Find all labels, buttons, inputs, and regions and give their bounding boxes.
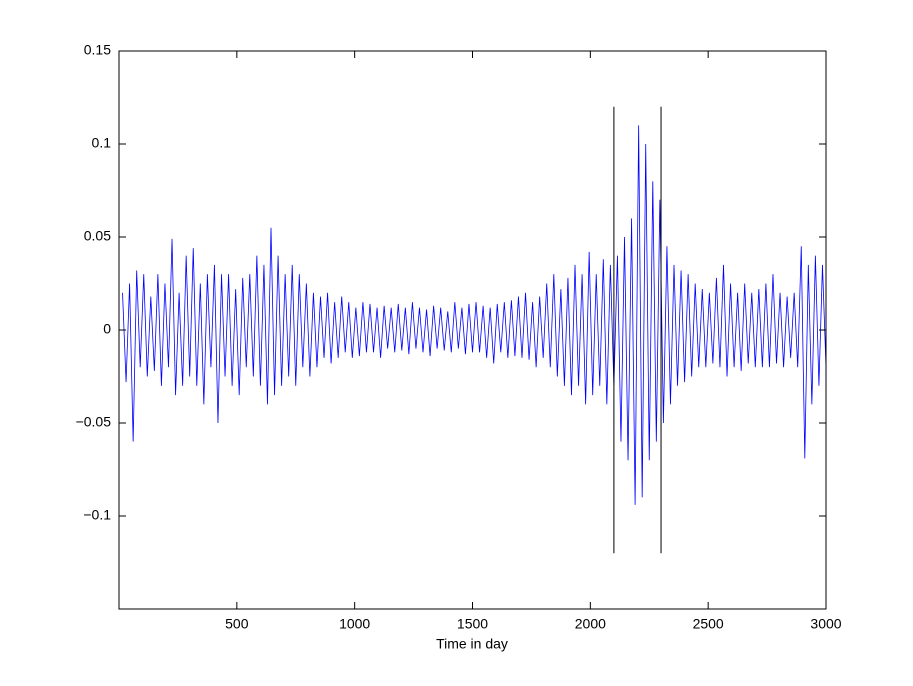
y-tick-label: −0.1 [83, 507, 111, 523]
y-tick-label: 0 [103, 321, 111, 337]
x-tick-label: 500 [225, 616, 249, 632]
data-line [122, 125, 827, 505]
x-tick-label: 1000 [339, 616, 370, 632]
x-tick-label: 2500 [693, 616, 724, 632]
y-tick-label: 0.1 [92, 135, 112, 151]
y-tick-label: −0.05 [76, 414, 112, 430]
y-tick-label: 0.05 [84, 228, 111, 244]
x-axis-label: Time in day [436, 636, 508, 652]
y-tick-label: 0.15 [84, 42, 111, 58]
x-tick-label: 3000 [810, 616, 841, 632]
x-tick-label: 2000 [575, 616, 606, 632]
x-tick-label: 1500 [457, 616, 488, 632]
